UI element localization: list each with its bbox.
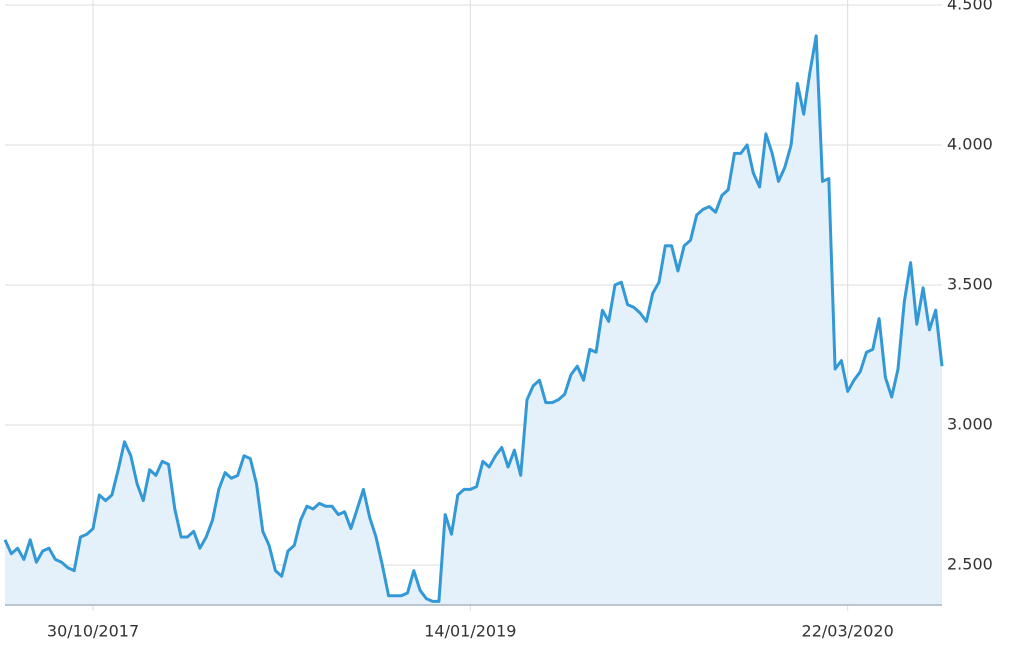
y-tick-label: 3.500 [947,275,993,294]
y-tick-label: 2.500 [947,554,993,573]
x-tick-label: 14/01/2019 [424,622,516,641]
area [5,35,942,606]
y-tick-label: 3.000 [947,414,993,433]
y-tick-label: 4.000 [947,135,993,154]
x-tick-label: 22/03/2020 [802,622,894,641]
x-tick-label: 30/10/2017 [47,622,139,641]
line [3,34,944,603]
y-tick-label: 4.500 [947,0,993,14]
